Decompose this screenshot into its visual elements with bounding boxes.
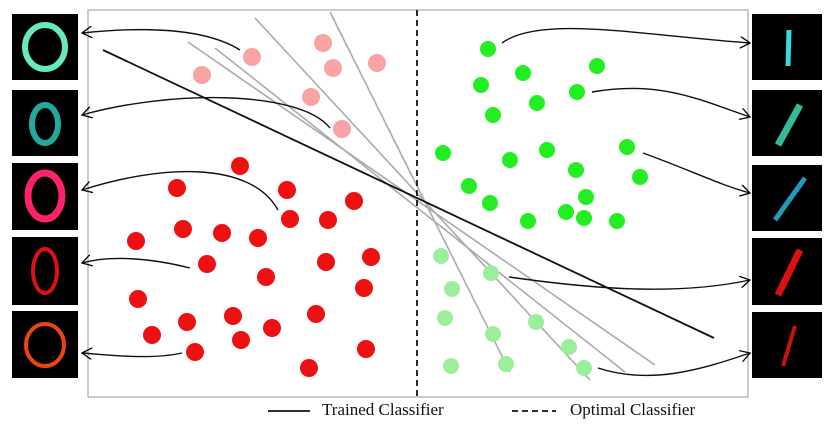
classifier-lines <box>187 11 656 381</box>
thumbnails-right <box>752 14 822 378</box>
plot-frame <box>87 9 749 398</box>
points-light-green <box>433 248 592 376</box>
points-green <box>435 41 648 229</box>
points-red <box>127 157 380 377</box>
legend-label: Trained Classifier <box>322 400 444 419</box>
thumbnails-left <box>12 14 78 378</box>
points-light-red <box>193 34 386 138</box>
arrows <box>82 29 750 377</box>
legend: Trained Classifier Optimal Classifier <box>268 400 695 419</box>
legend-label: Optimal Classifier <box>570 400 695 419</box>
